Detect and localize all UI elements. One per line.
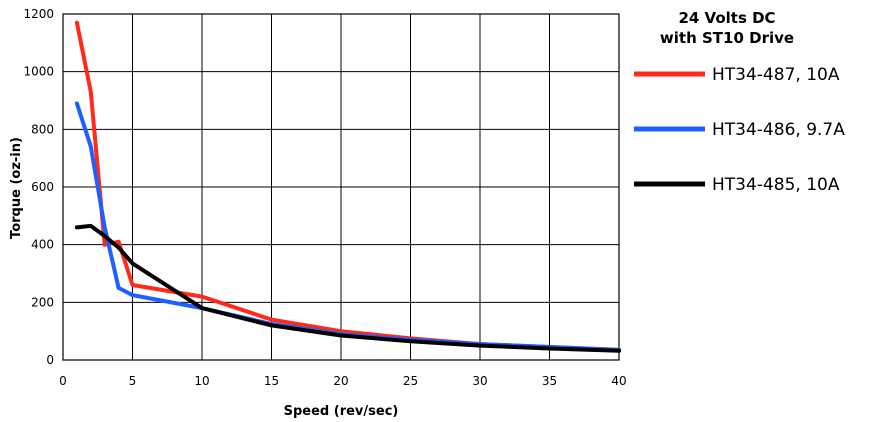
y-tick-label: 400: [31, 238, 54, 252]
x-tick-label: 40: [611, 374, 626, 388]
x-tick-label: 10: [194, 374, 209, 388]
y-tick-labels: 0 200 400 600 800 1000 1200: [23, 7, 54, 367]
x-tick-label: 20: [333, 374, 348, 388]
legend-title-line-1: 24 Volts DC: [678, 9, 775, 27]
x-tick-label: 5: [129, 374, 137, 388]
plot-frame: [62, 13, 620, 361]
legend-label-3: HT34-485, 10A: [712, 175, 840, 195]
legend-label-2: HT34-486, 9.7A: [712, 120, 845, 140]
x-tick-label: 15: [264, 374, 279, 388]
series-lines: [74, 20, 621, 353]
series-line-3: [74, 223, 621, 353]
legend-label-1: HT34-487, 10A: [712, 65, 840, 85]
x-axis-label: Speed (rev/sec): [284, 404, 399, 419]
x-tick-label: 0: [59, 374, 67, 388]
x-tick-labels: 0 5 10 15 20 25 30 35 40: [59, 374, 626, 388]
x-tick-label: 35: [542, 374, 557, 388]
grid: [62, 13, 620, 361]
x-tick-label: 30: [472, 374, 487, 388]
x-tick-label: 25: [403, 374, 418, 388]
y-tick-label: 1000: [23, 65, 54, 79]
y-tick-label: 0: [46, 353, 54, 367]
y-tick-label: 800: [31, 122, 54, 136]
legend: HT34-487, 10A HT34-486, 9.7A HT34-485, 10A: [634, 65, 845, 195]
y-axis-label: Torque (oz-in): [9, 137, 24, 239]
series-line-2: [74, 101, 621, 352]
y-tick-label: 1200: [23, 7, 54, 21]
y-tick-label: 200: [31, 295, 54, 309]
y-tick-label: 600: [31, 180, 54, 194]
legend-title-line-2: with ST10 Drive: [660, 29, 794, 47]
